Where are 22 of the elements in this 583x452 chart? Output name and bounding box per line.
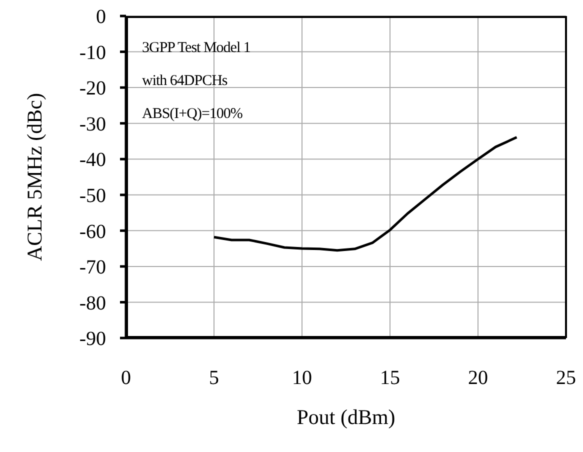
line-series [212, 136, 518, 252]
x-axis-title: Pout (dBm) [296, 405, 396, 429]
y-tick-label: -30 [79, 113, 106, 136]
y-tick-label: -60 [79, 220, 106, 243]
x-tick-label: 5 [209, 367, 219, 390]
annotation: ABS(I+Q)=100% [142, 105, 244, 124]
y-tick-label: -50 [79, 184, 106, 207]
y-tick-label: -40 [79, 149, 106, 172]
y-tick-label: -20 [79, 78, 106, 100]
annotation: 3GPP Test Model 1 [142, 39, 250, 58]
y-tick-label: -10 [79, 42, 106, 64]
y-tick-label: -90 [79, 328, 106, 350]
x-tick-label: 10 [292, 367, 312, 390]
x-tick-label: 15 [380, 367, 400, 390]
x-tick-label: 0 [121, 367, 131, 390]
y-tick-label: 0 [96, 6, 106, 28]
y-tick-label: -80 [79, 292, 106, 314]
y-tick-label: -70 [79, 256, 106, 279]
y-axis-title: ACLR 5MHz (dBc) [22, 93, 46, 261]
x-tick-label: 25 [556, 367, 576, 390]
x-tick-label: 20 [468, 367, 488, 390]
annotation: with 64DPCHs [142, 72, 228, 91]
